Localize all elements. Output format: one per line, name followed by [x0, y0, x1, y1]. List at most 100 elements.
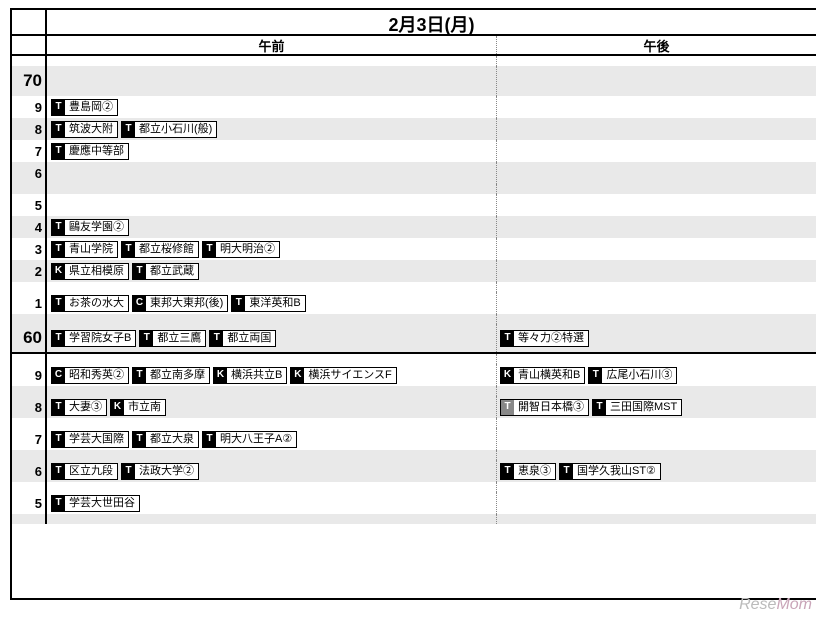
school-chip: T恵泉③ — [500, 463, 556, 480]
row-number: 6 — [12, 460, 47, 482]
am-cell: T筑波大附T都立小石川(般) — [47, 118, 497, 140]
spacer-row — [12, 354, 816, 364]
school-chip: T明大明治② — [202, 241, 280, 258]
schedule-row: 7T慶應中等部 — [12, 140, 816, 162]
school-tag: T — [133, 368, 146, 383]
row-number: 7 — [12, 428, 47, 450]
school-tag: T — [52, 144, 65, 159]
schedule-row: 5 — [12, 194, 816, 216]
am-cell: T学芸大国際 T都立大泉T明大八王子A② — [47, 428, 497, 450]
pm-cell — [497, 450, 816, 460]
school-chip: K県立相模原 — [51, 263, 129, 280]
school-tag: T — [133, 264, 146, 279]
school-tag: T — [52, 432, 65, 447]
school-label: 市立南 — [124, 402, 165, 413]
school-chip: K市立南 — [110, 399, 166, 416]
school-label: 学芸大国際 — [65, 434, 128, 445]
row-number: 70 — [12, 66, 47, 96]
school-chip: T都立大泉 — [132, 431, 199, 448]
school-label: 明大八王子A② — [216, 434, 296, 445]
pm-cell: T開智日本橋③T三田国際MST — [497, 396, 816, 418]
school-chip: T鷗友学園② — [51, 219, 129, 236]
school-label: 県立相模原 — [65, 266, 128, 277]
am-cell — [47, 56, 497, 66]
school-label: 学芸大世田谷 — [65, 498, 139, 509]
schedule-row: 6 T 区立九段 T法政大学② T恵泉③T国学久我山ST② — [12, 460, 816, 482]
school-chip: T豊島岡② — [51, 99, 118, 116]
row-number: 8 — [12, 118, 47, 140]
school-chip: K青山横英和B — [500, 367, 585, 384]
school-chip: T明大八王子A② — [202, 431, 297, 448]
school-label: 都立大泉 — [146, 434, 198, 445]
row-number: 5 — [12, 492, 47, 514]
am-cell — [47, 514, 497, 524]
am-cell — [47, 194, 497, 216]
header-row: 2月3日(月) — [12, 10, 816, 36]
school-label: 青山横英和B — [514, 370, 584, 381]
am-cell — [47, 282, 497, 292]
am-cell: T 区立九段 T法政大学② — [47, 460, 497, 482]
schedule-body: 709T豊島岡②8T筑波大附T都立小石川(般)7T慶應中等部654T鷗友学園②3… — [12, 56, 816, 524]
school-label: 都立小石川(般) — [135, 124, 216, 135]
school-label: 大妻③ — [65, 402, 106, 413]
pm-cell — [497, 260, 816, 282]
school-tag: K — [214, 368, 227, 383]
school-chip: T慶應中等部 — [51, 143, 129, 160]
schedule-page: 2月3日(月) 午前 午後 709T豊島岡②8T筑波大附T都立小石川(般)7T慶… — [0, 0, 826, 620]
school-label: 開智日本橋③ — [514, 402, 588, 413]
pm-cell: K青山横英和BT広尾小石川③ — [497, 364, 816, 386]
school-chip: Tお茶の水大 — [51, 295, 129, 312]
pm-cell — [497, 514, 816, 524]
am-cell: Tお茶の水大C東邦大東邦(後)T東洋英和B — [47, 292, 497, 314]
school-chip: T法政大学② — [121, 463, 199, 480]
school-chip: T筑波大附 — [51, 121, 118, 138]
school-tag: T — [140, 331, 153, 346]
school-label: 国学久我山ST② — [573, 466, 660, 477]
school-tag: T — [589, 368, 602, 383]
row-number — [12, 386, 47, 396]
school-tag: T — [52, 400, 65, 415]
schedule-row: 2K県立相模原T都立武蔵 — [12, 260, 816, 282]
school-chip: T東洋英和B — [231, 295, 305, 312]
school-label: 都立両国 — [223, 333, 275, 344]
school-label: 学習院女子B — [65, 333, 135, 344]
pm-cell — [497, 162, 816, 184]
row-number: 2 — [12, 260, 47, 282]
spacer-row — [12, 314, 816, 324]
date-title: 2月3日(月) — [47, 10, 816, 34]
school-chip: K横浜共立B — [213, 367, 287, 384]
school-chip: K横浜サイエンスF — [290, 367, 396, 384]
school-label: 都立三鷹 — [153, 333, 205, 344]
pm-cell — [497, 118, 816, 140]
pm-cell — [497, 96, 816, 118]
pm-cell: T等々力②特選 — [497, 324, 816, 352]
school-chip: T国学久我山ST② — [559, 463, 661, 480]
school-label: 区立九段 — [65, 466, 117, 477]
row-number: 7 — [12, 140, 47, 162]
school-chip: T都立桜修館 — [121, 241, 199, 258]
am-cell: T慶應中等部 — [47, 140, 497, 162]
pm-cell — [497, 292, 816, 314]
pm-cell: T恵泉③T国学久我山ST② — [497, 460, 816, 482]
schedule-row: 1Tお茶の水大C東邦大東邦(後)T東洋英和B — [12, 292, 816, 314]
spacer-row — [12, 282, 816, 292]
pm-cell — [497, 314, 816, 324]
school-label: 豊島岡② — [65, 102, 117, 113]
school-tag: T — [501, 331, 514, 346]
school-label: 等々力②特選 — [514, 333, 588, 344]
school-tag: K — [501, 368, 514, 383]
pm-cell — [497, 354, 816, 364]
row-number — [12, 314, 47, 324]
school-label: 昭和秀英② — [65, 370, 128, 381]
am-cell: T学芸大世田谷 — [47, 492, 497, 514]
row-number — [12, 282, 47, 292]
school-tag: T — [52, 331, 65, 346]
school-tag: T — [593, 400, 606, 415]
am-cell — [47, 386, 497, 396]
schedule-row: 4T鷗友学園② — [12, 216, 816, 238]
school-tag: K — [111, 400, 124, 415]
school-tag: T — [122, 464, 135, 479]
spacer-row — [12, 514, 816, 524]
school-chip: T都立両国 — [209, 330, 276, 347]
am-cell: T鷗友学園② — [47, 216, 497, 238]
